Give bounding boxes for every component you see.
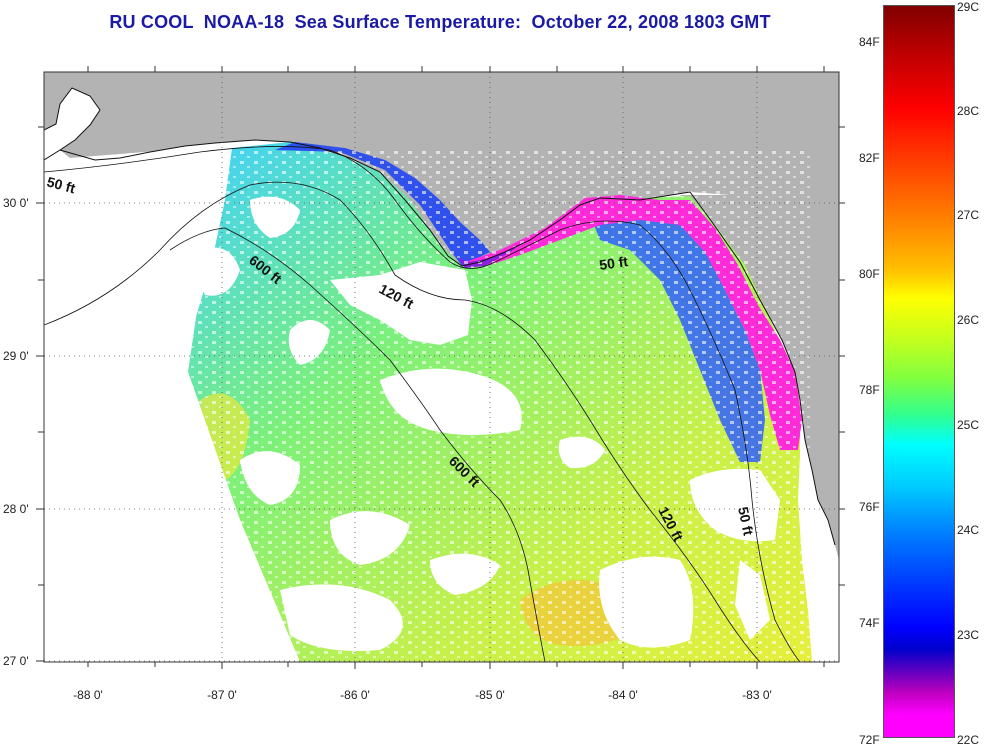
latitude-label: 27 0' [3,654,29,668]
colorbar-tick-f: 80F [859,267,880,281]
colorbar-tick-f: 76F [859,500,880,514]
colorbar-tick-c: 27C [957,208,980,222]
colorbar-tick-f: 72F [859,733,880,747]
contour-label: 50 ft [45,173,77,196]
temperature-colorbar [883,5,955,738]
colorbar-tick-c: 28C [957,104,980,118]
isobath-600ft [169,227,546,662]
map-frame [43,71,840,663]
latitude-label: 29 0' [3,349,29,363]
cloud-speckle [190,150,810,662]
colorbar-tick-c: 22C [957,733,980,747]
graticule [44,72,839,662]
contour-label: 50 ft [735,505,757,537]
colorbar-tick-f: 84F [859,35,880,49]
colorbar-tick-f: 78F [859,383,880,397]
coastline [44,87,836,546]
colorbar-tick-f: 74F [859,616,880,630]
latitude-label: 30 0' [3,196,29,210]
longitude-label: -87 0' [207,688,237,702]
latitude-label: 28 0' [3,502,29,516]
longitude-label: -83 0' [742,688,772,702]
colorbar-tick-c: 25C [957,418,980,432]
colorbar-tick-f: 82F [859,151,880,165]
isobath-50ft [44,146,801,662]
longitude-label: -85 0' [475,688,505,702]
axis-ticks [36,66,845,669]
longitude-label: -84 0' [608,688,638,702]
colorbar-tick-c: 29C [957,0,980,14]
colorbar-tick-c: 26C [957,313,980,327]
map-title: RU COOL NOAA-18 Sea Surface Temperature:… [109,12,771,32]
contour-label: 50 ft [598,253,629,273]
longitude-label: -86 0' [340,688,370,702]
colorbar-tick-c: 23C [957,628,980,642]
longitude-label: -88 0' [73,688,103,702]
isobath-120ft [44,181,761,662]
colorbar-tick-c: 24C [957,523,980,537]
